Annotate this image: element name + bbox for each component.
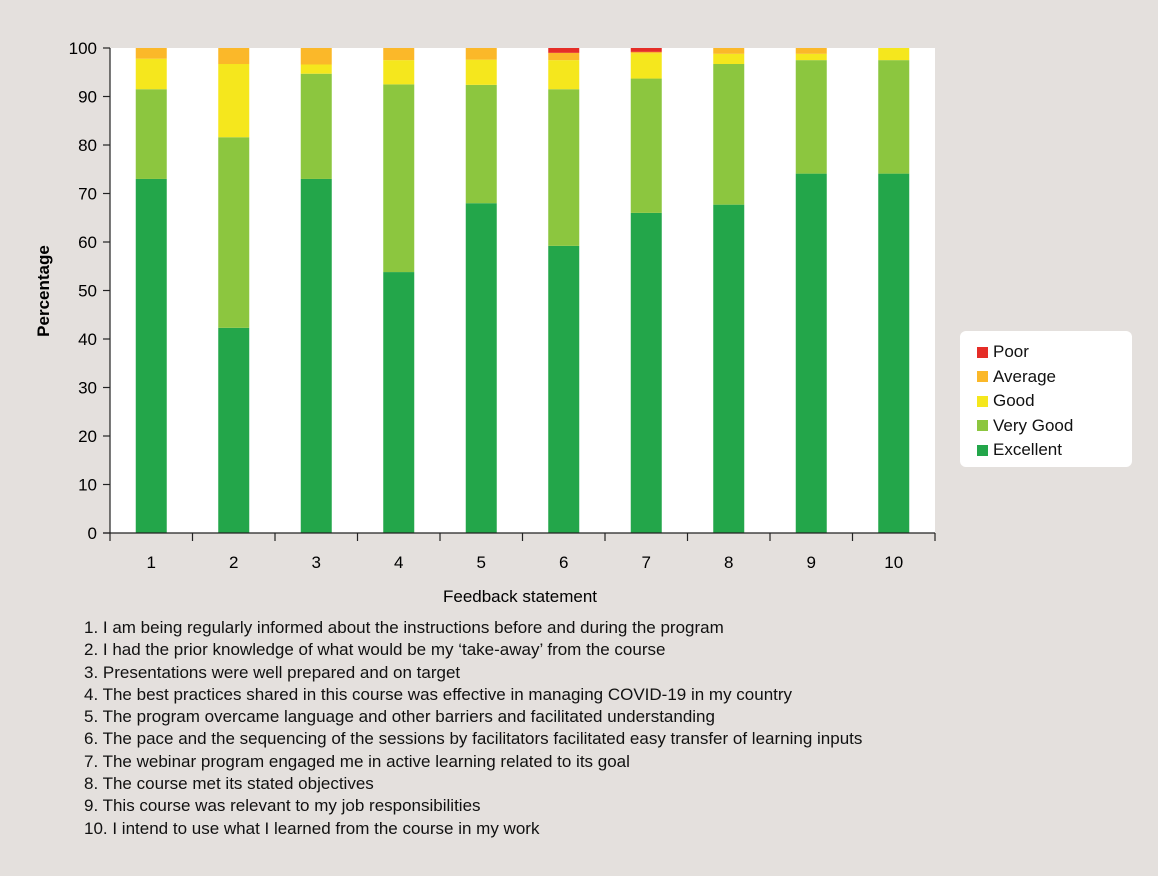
bar-segment-excellent-9 [795,173,827,534]
bar-segment-average-1 [135,48,167,59]
bar-segment-excellent-5 [465,203,497,533]
statement-9: 9. This course was relevant to my job re… [84,796,481,816]
y-tick-label-30: 30 [78,379,97,398]
legend-swatch [977,346,988,358]
legend-label: Very Good [993,415,1074,435]
bar-segment-excellent-10 [878,173,910,534]
bar-segment-very-good-3 [300,73,332,179]
bar-segment-good-10 [878,48,910,61]
statement-1: 1. I am being regularly informed about t… [84,618,724,637]
legend: Poor Average Good Very Good Excellent [960,331,1132,467]
bar-segment-average-9 [795,48,827,54]
bar-segment-average-2 [218,48,250,65]
y-tick-label-70: 70 [78,185,97,204]
x-tick-label-9: 9 [807,553,816,572]
bar-segment-good-5 [465,59,497,85]
statement-5: 5. The program overcame language and oth… [84,707,715,727]
statement-2: 2. I had the prior knowledge of what wou… [84,640,666,660]
bar-segment-good-2 [218,64,250,138]
bar-segment-very-good-4 [383,84,415,273]
bar-segment-very-good-5 [465,84,497,204]
bar-segment-good-9 [795,53,827,61]
y-tick-label-40: 40 [78,330,97,349]
chart-plot: 0 10 20 30 40 50 60 70 80 90 100 1 2 3 4 5 6 7 8 9 10 Percen… [34,39,936,606]
y-tick-label-90: 90 [78,88,97,107]
bar-layer [135,48,910,534]
bar-segment-average-4 [383,48,415,61]
bar-segment-average-6 [548,52,580,61]
bar-segment-good-3 [300,64,332,74]
bar-segment-excellent-4 [383,272,415,533]
x-tick-label-7: 7 [642,553,651,572]
bar-segment-poor-7 [630,48,662,52]
legend-swatch [977,420,988,432]
y-tick-label-50: 50 [78,282,97,301]
bar-segment-average-8 [713,48,745,54]
legend-swatch [977,395,988,407]
x-tick-label-1: 1 [147,553,156,572]
bar-segment-very-good-6 [548,89,580,246]
legend-label: Poor [993,342,1029,362]
bar-segment-excellent-6 [548,245,580,533]
bar-segment-average-7 [630,51,662,54]
legend-label: Excellent [993,440,1062,460]
legend-swatch [977,371,988,383]
bar-segment-excellent-8 [713,204,745,533]
bar-segment-good-4 [383,60,415,85]
x-tick-label-6: 6 [559,553,568,572]
bar-segment-average-5 [465,48,497,60]
statement-8: 8. The course met its stated objectives [84,774,374,794]
y-tick-label-100: 100 [69,39,97,58]
statement-6: 6. The pace and the sequencing of the se… [84,729,863,749]
x-tick-label-8: 8 [724,553,733,572]
legend-label: Average [993,366,1057,386]
legend-label: Good [993,391,1035,411]
bar-segment-excellent-2 [218,327,250,533]
legend-item-average: Average [977,365,1132,390]
statement-7: 7. The webinar program engaged me in act… [84,751,630,771]
x-tick-label-10: 10 [884,553,903,572]
y-tick-label-80: 80 [78,136,97,155]
bar-segment-very-good-7 [630,78,662,213]
legend-item-poor: Poor [977,340,1132,365]
bar-segment-excellent-3 [300,178,332,533]
legend-swatch [977,444,988,456]
axes-layer: 0 10 20 30 40 50 60 70 80 90 100 1 2 3 4 5 6 7 8 9 10 [69,39,936,572]
x-tick-label-3: 3 [312,553,321,572]
bar-segment-very-good-10 [878,60,910,174]
bar-segment-excellent-7 [630,212,662,533]
x-tick-label-4: 4 [394,553,403,572]
bar-segment-very-good-8 [713,64,745,205]
bar-segment-very-good-1 [135,89,167,179]
bar-segment-good-6 [548,60,580,90]
bar-segment-very-good-2 [218,137,250,328]
bar-segment-very-good-9 [795,60,827,174]
bar-segment-excellent-1 [135,178,167,533]
y-tick-label-20: 20 [78,427,97,446]
x-tick-label-2: 2 [229,553,238,572]
bar-segment-average-3 [300,48,332,65]
bar-segment-poor-6 [548,48,580,53]
legend-item-excellent: Excellent [977,438,1132,463]
legend-item-very-good: Very Good [977,414,1132,439]
y-tick-label-0: 0 [88,524,97,543]
bar-segment-good-8 [713,53,745,65]
x-axis-label: Feedback statement [443,587,597,606]
x-tick-label-5: 5 [477,553,486,572]
y-tick-label-60: 60 [78,233,97,252]
bar-segment-good-7 [630,53,662,79]
y-axis-label: Percentage [34,245,53,337]
y-tick-label-10: 10 [78,476,97,495]
statement-3: 3. Presentations were well prepared and … [84,662,461,682]
statement-list: 1. I am being regularly informed about t… [84,617,862,840]
legend-item-good: Good [977,389,1132,414]
bar-segment-good-1 [135,58,167,90]
statement-4: 4. The best practices shared in this cou… [84,684,793,704]
statement-10: 10. I intend to use what I learned from … [84,818,540,838]
